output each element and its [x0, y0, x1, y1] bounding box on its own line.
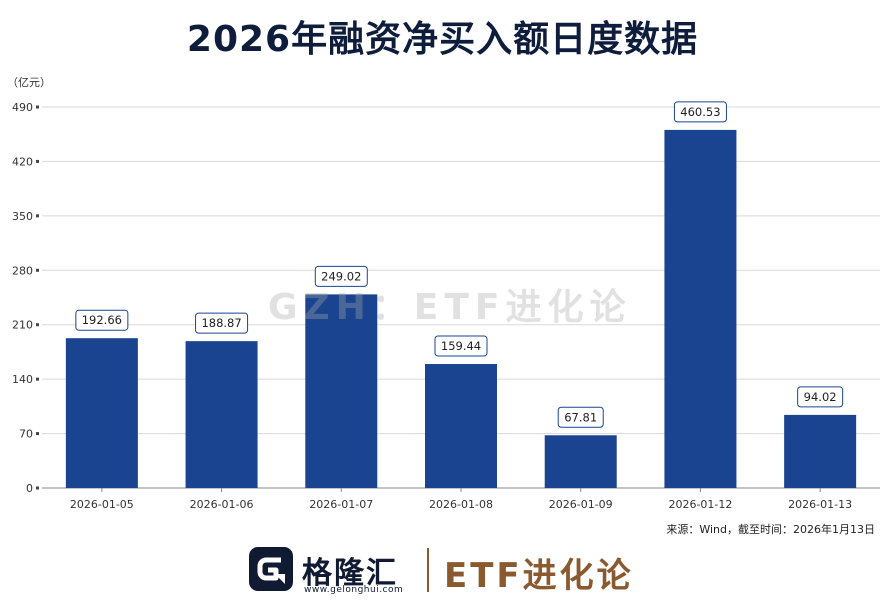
y-tick-label: 280 — [12, 264, 33, 277]
bar-chart: 0 70 140 210 280 350 420 490 2026-01-05 192.66 202… — [12, 101, 880, 511]
x-tick-label: 2026-01-12 — [668, 498, 732, 511]
y-tick-label: 490 — [12, 101, 33, 114]
footer-divider — [427, 548, 429, 592]
data-label-box — [75, 309, 129, 331]
data-label-box — [195, 312, 249, 334]
y-axis-unit-label: （亿元） — [7, 76, 51, 89]
bar — [305, 294, 378, 488]
y-tick-label: 350 — [12, 210, 33, 223]
y-tick-mark — [36, 432, 39, 436]
watermark-text: GZH：ETF进化论 — [268, 287, 632, 328]
bar — [784, 414, 857, 488]
bar — [185, 341, 258, 488]
data-label: 192.66 — [82, 313, 122, 327]
y-tick-label: 70 — [19, 428, 33, 441]
data-label: 67.81 — [564, 410, 597, 424]
bar — [425, 364, 497, 488]
y-tick-mark — [36, 323, 39, 327]
x-tick-label: 2026-01-08 — [429, 498, 493, 511]
y-tick-label: 420 — [12, 155, 33, 168]
data-label: 249.02 — [321, 269, 361, 283]
y-tick-label: 0 — [26, 482, 33, 495]
brand-name: 格隆汇 — [302, 556, 398, 591]
y-tick-label: 140 — [12, 373, 33, 386]
source-note: 来源：Wind，截至时间：2026年1月13日 — [666, 523, 875, 536]
bar — [664, 129, 737, 488]
data-label-box — [557, 406, 604, 428]
y-tick-mark — [36, 486, 39, 490]
bar — [65, 338, 138, 488]
partner-name: ETF进化论 — [444, 556, 634, 596]
y-tick-mark — [36, 268, 39, 272]
x-tick-label: 2026-01-05 — [70, 498, 134, 511]
x-tick-label: 2026-01-09 — [549, 498, 613, 511]
chart-title: 2026年融资净买入额日度数据 — [186, 19, 699, 60]
data-label-box — [797, 386, 844, 408]
data-label: 159.44 — [441, 339, 481, 353]
y-tick-mark — [36, 377, 39, 381]
y-tick-mark — [36, 105, 39, 109]
gelonghui-logo-icon — [249, 547, 293, 591]
y-tick-label: 210 — [12, 319, 33, 332]
footer-branding: 格隆汇 www.gelonghui.com ETF进化论 — [0, 540, 885, 600]
x-tick-label: 2026-01-13 — [788, 498, 852, 511]
data-label: 460.53 — [680, 105, 720, 119]
y-tick-mark — [36, 159, 39, 163]
data-label-box — [434, 335, 488, 357]
bar — [544, 435, 617, 488]
data-label-box — [673, 101, 727, 123]
x-tick-label: 2026-01-06 — [190, 498, 254, 511]
brand-url: www.gelonghui.com — [304, 585, 404, 595]
y-tick-mark — [36, 214, 39, 218]
x-tick-label: 2026-01-07 — [309, 498, 373, 511]
data-label: 94.02 — [804, 390, 837, 404]
data-label-box — [314, 265, 368, 287]
data-label: 188.87 — [201, 316, 241, 330]
